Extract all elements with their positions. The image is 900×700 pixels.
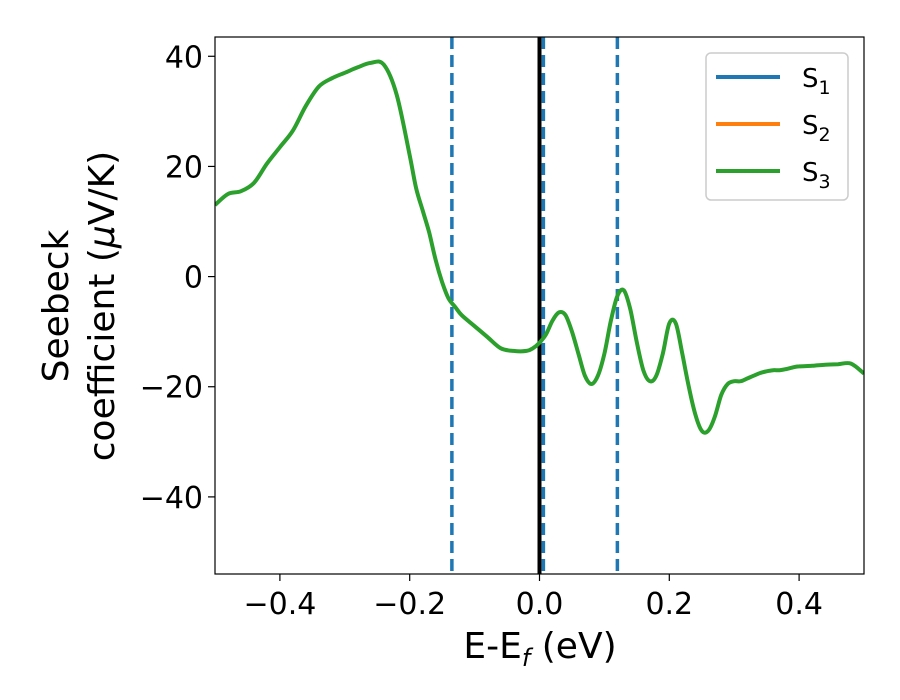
legend-label-3: S3 bbox=[802, 158, 831, 193]
y-tick-label: 0 bbox=[184, 261, 203, 296]
y-tick-label: −40 bbox=[140, 481, 203, 516]
y-axis-label-line1: Seebeck bbox=[36, 229, 77, 382]
y-tick-label: −20 bbox=[140, 371, 203, 406]
x-axis-label: E-Ef (eV) bbox=[463, 626, 616, 672]
legend-box bbox=[705, 52, 849, 201]
series-line-1 bbox=[215, 59, 864, 435]
x-tick-label: 0.2 bbox=[645, 587, 693, 622]
x-tick-label: −0.2 bbox=[373, 587, 446, 622]
legend: S1 S2 S3 bbox=[705, 52, 849, 201]
x-tick-label: 0.0 bbox=[516, 587, 564, 622]
y-tick-label: 20 bbox=[165, 150, 203, 185]
x-tick-label: −0.4 bbox=[243, 587, 316, 622]
ticks: −0.4 −0.2 0.0 0.2 0.4 −40 −20 0 20 40 bbox=[140, 40, 823, 622]
x-tick-label: 0.4 bbox=[775, 587, 823, 622]
legend-label-2: S2 bbox=[802, 111, 831, 146]
y-tick-label: 40 bbox=[165, 40, 203, 75]
plot-area bbox=[215, 37, 864, 574]
y-axis-label-line2: coefficient (μV/K) bbox=[82, 151, 123, 461]
legend-label-1: S1 bbox=[802, 64, 831, 99]
